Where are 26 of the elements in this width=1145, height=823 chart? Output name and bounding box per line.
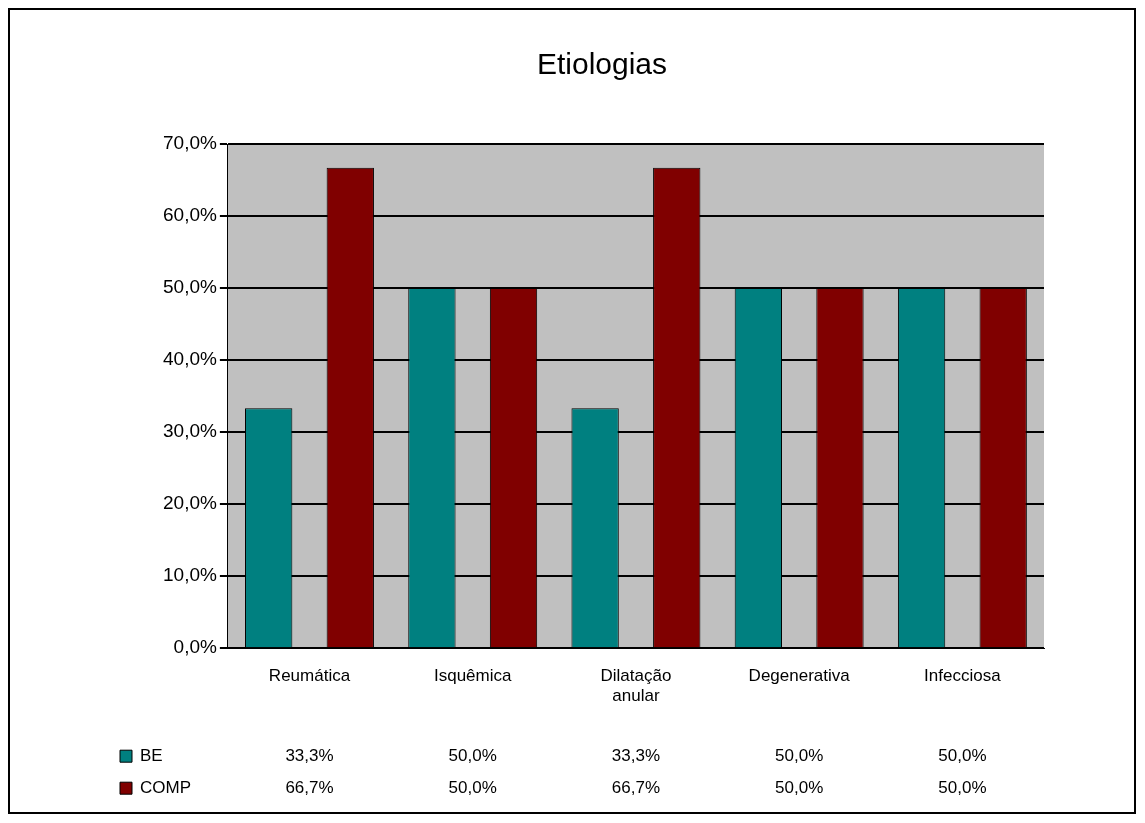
chart-title: Etiologias	[536, 47, 668, 81]
y-tick-label: 0,0%	[173, 636, 217, 658]
legend-label: BE	[140, 745, 163, 765]
data-label: 50,0%	[775, 777, 824, 797]
y-tick-label: 20,0%	[163, 492, 217, 514]
data-label: 66,7%	[611, 777, 661, 797]
data-label: 50,0%	[938, 777, 987, 797]
y-tick-label: 50,0%	[163, 276, 217, 298]
y-tick-label: 10,0%	[163, 564, 217, 586]
y-tick-label: 60,0%	[163, 204, 217, 226]
y-tick-label: 30,0%	[163, 420, 217, 442]
y-tick-label: 40,0%	[163, 348, 217, 370]
data-label: 33,3%	[611, 745, 661, 765]
x-tick-label: Dilatação anular	[600, 666, 672, 706]
y-tick-label: 70,0%	[163, 132, 217, 154]
x-tick-label: Degenerativa	[748, 666, 851, 686]
x-tick-label: Isquêmica	[433, 666, 512, 686]
x-tick-label: Reumática	[268, 666, 351, 686]
data-label: 66,7%	[285, 777, 334, 797]
x-tick-label: Infecciosa	[924, 666, 1002, 686]
data-label: 33,3%	[285, 745, 334, 765]
data-label: 50,0%	[938, 745, 987, 765]
data-label: 50,0%	[448, 777, 497, 797]
legend-label: COMP	[140, 777, 191, 797]
data-label: 50,0%	[448, 745, 497, 765]
data-label: 50,0%	[775, 745, 824, 765]
